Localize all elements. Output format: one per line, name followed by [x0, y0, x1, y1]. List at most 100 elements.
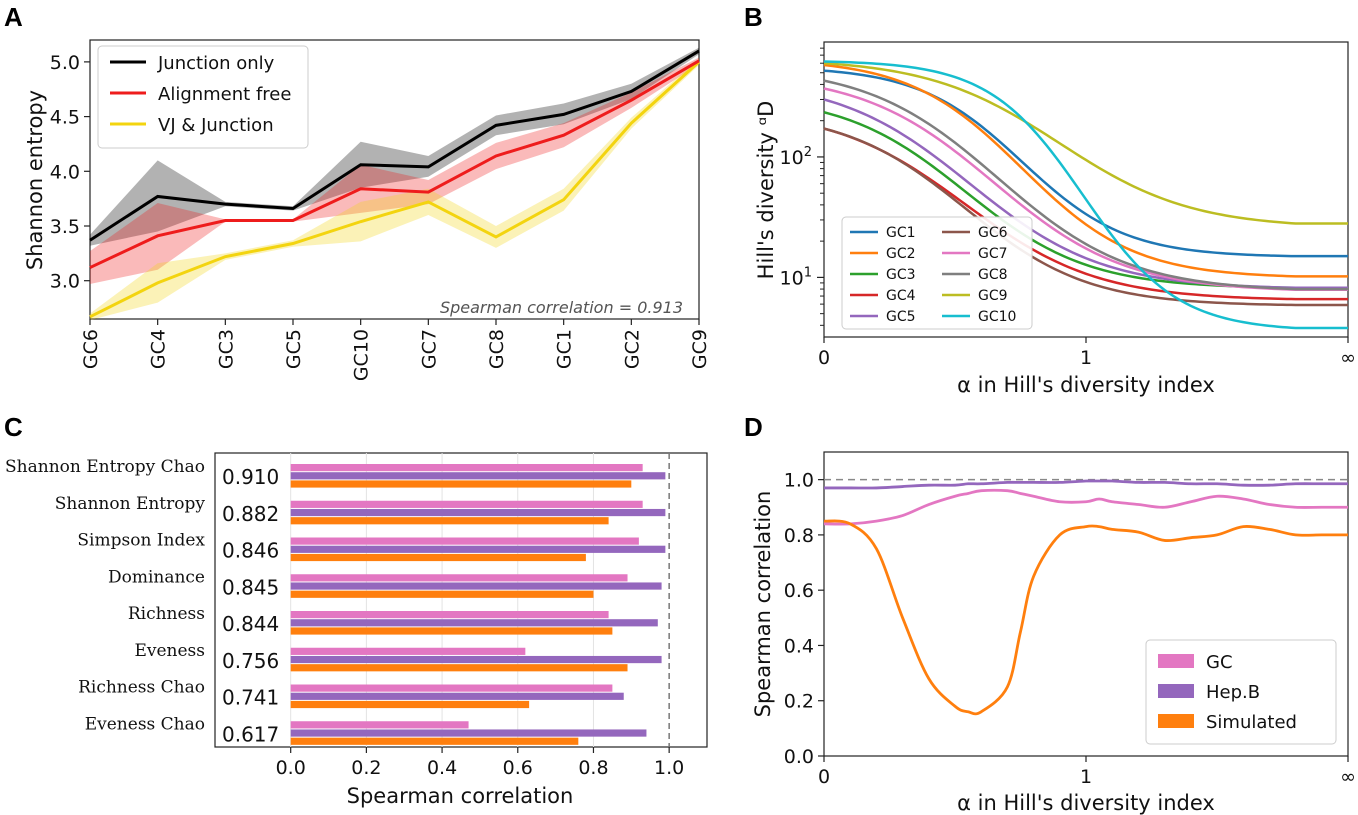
- series-line-hep-b: [824, 479, 1348, 490]
- x-tick-label: 0.8: [578, 757, 608, 779]
- bar-gc: [290, 647, 526, 655]
- correlation-value: 0.617: [222, 722, 279, 746]
- x-tick-label: GC9: [689, 329, 711, 369]
- legend-label-gc5: GC5: [886, 309, 916, 325]
- x-tick-label: 0: [818, 766, 830, 788]
- y-tick-label: 4.5: [50, 107, 80, 129]
- bar-gc: [290, 684, 613, 692]
- x-tick-label: 1.0: [654, 757, 684, 779]
- legend-label-gc2: GC2: [886, 246, 916, 262]
- legend-label-alignment-free: Alignment free: [158, 84, 291, 105]
- panel-c-xlabel: Spearman correlation: [347, 784, 574, 808]
- correlation-value: 0.910: [222, 465, 279, 489]
- row-label: Eveness: [134, 641, 205, 661]
- series-line-gc10: [823, 60, 1348, 330]
- panel-b-legend-box: [841, 216, 1033, 330]
- row-label: Simpson Index: [77, 531, 205, 551]
- panel-c-frame: [214, 452, 708, 748]
- panel-letter-d: D: [744, 412, 763, 442]
- panel-d-ylabel: Spearman correlation: [751, 491, 775, 718]
- legend-label-gc7: GC7: [978, 246, 1008, 262]
- x-tick-label: GC10: [351, 329, 373, 381]
- correlation-value: 0.741: [222, 686, 279, 710]
- legend-swatch-simulated: [1158, 714, 1194, 728]
- panel-d-legend: GC Hep.B Simulated: [1145, 639, 1337, 745]
- y-tick-label: 1.0: [784, 470, 814, 492]
- series-line-alignment-free: [89, 59, 700, 269]
- row-label: Richness Chao: [78, 678, 205, 698]
- legend-label-gc6: GC6: [978, 225, 1008, 241]
- x-tick-label: GC4: [148, 329, 170, 369]
- bar-simulated: [290, 627, 613, 635]
- bar-gc: [290, 574, 628, 582]
- panel-b-legend: GC1 GC2 GC3 GC4 GC5 GC6 GC7 GC8 GC9 GC10: [841, 216, 1033, 330]
- row-label: Dominance: [108, 567, 205, 587]
- bar-simulated: [290, 590, 594, 598]
- band-alignment-free: [90, 57, 699, 284]
- y-tick-label: 0.4: [784, 635, 814, 657]
- panel-a-chart: 3.0 3.5 4.0 4.5 5.0 GC6 GC4 GC3 GC5 GC10 GC7 GC8 GC…: [23, 39, 711, 381]
- bar-hep-b: [290, 729, 647, 737]
- x-tick-label: 0.0: [276, 757, 306, 779]
- x-tick-label: GC1: [554, 329, 576, 369]
- x-tick-label: GC3: [215, 329, 237, 369]
- x-tick-label: GC2: [621, 329, 643, 369]
- legend-label-simulated: Simulated: [1206, 712, 1297, 733]
- row-label: Eveness Chao: [85, 714, 205, 734]
- panel-d-chart: 0.0 0.2 0.4 0.6 0.8 1.0 0 1 ∞ Spearman correlat…: [751, 451, 1356, 815]
- legend-label-gc9: GC9: [978, 288, 1008, 304]
- row-label: Richness: [128, 604, 205, 624]
- panel-b-ylabel: Hill's diversity ᵅD: [754, 101, 778, 280]
- bar-simulated: [290, 480, 632, 488]
- panel-letter-c: C: [4, 412, 23, 442]
- legend-label-gc1: GC1: [886, 225, 916, 241]
- bar-simulated: [290, 664, 628, 672]
- bar-gc: [290, 611, 609, 619]
- bar-hep-b: [290, 692, 624, 700]
- panel-a-legend-box: [97, 45, 309, 149]
- legend-label-junction-only: Junction only: [157, 53, 275, 74]
- legend-label-gc: GC: [1206, 652, 1233, 673]
- correlation-value: 0.845: [222, 575, 279, 599]
- series-line-gc8: [823, 79, 1348, 291]
- bar-hep-b: [290, 545, 666, 553]
- panel-c-chart: Shannon Entropy Chao 0.910 Shannon Entropy…: [5, 452, 708, 808]
- row-label: Shannon Entropy Chao: [5, 457, 205, 477]
- bar-hep-b: [290, 508, 666, 517]
- panel-a-annotation: Spearman correlation = 0.913: [440, 298, 683, 317]
- panel-d-xlabel: α in Hill's diversity index: [957, 791, 1215, 815]
- correlation-value: 0.844: [222, 612, 279, 636]
- legend-label-gc3: GC3: [886, 267, 916, 283]
- legend-label-gc8: GC8: [978, 267, 1008, 283]
- y-tick-label: 0.0: [784, 746, 814, 768]
- series-line-simulated: [823, 519, 1348, 716]
- panel-b-chart: 101 102 0 1 ∞ Hill's diversity ᵅD α in Hill…: [754, 41, 1356, 397]
- bar-simulated: [290, 553, 586, 562]
- legend-label-gc10: GC10: [978, 309, 1016, 325]
- series-line-junction-only: [89, 49, 700, 242]
- panel-a-ylabel: Shannon entropy: [23, 90, 47, 270]
- series-line-vj-junction: [89, 60, 701, 319]
- bar-gc: [290, 537, 639, 545]
- bar-hep-b: [290, 472, 666, 480]
- legend-swatch-gc: [1158, 654, 1194, 668]
- x-tick-label: ∞: [1340, 347, 1356, 369]
- y-tick-label: 5.0: [50, 52, 80, 74]
- y-tick-label: 102: [780, 145, 812, 169]
- panel-a-frame: [89, 39, 700, 320]
- legend-label-hepb: Hep.B: [1206, 682, 1260, 703]
- bar-hep-b: [290, 582, 662, 590]
- legend-swatch-hepb: [1158, 684, 1194, 698]
- x-tick-label: 0.6: [503, 757, 533, 779]
- y-tick-label: 4.0: [50, 161, 80, 183]
- y-tick-label: 0.8: [784, 525, 814, 547]
- x-tick-label: GC8: [486, 329, 508, 369]
- x-tick-label: 0.2: [351, 757, 381, 779]
- bar-simulated: [290, 737, 579, 745]
- row-label: Shannon Entropy: [55, 494, 206, 514]
- series-line-gc2: [823, 63, 1348, 278]
- y-tick-label: 101: [780, 265, 812, 289]
- panel-a-legend: Junction only Alignment free VJ & Juncti…: [97, 45, 309, 149]
- x-tick-label: 0.4: [427, 757, 457, 779]
